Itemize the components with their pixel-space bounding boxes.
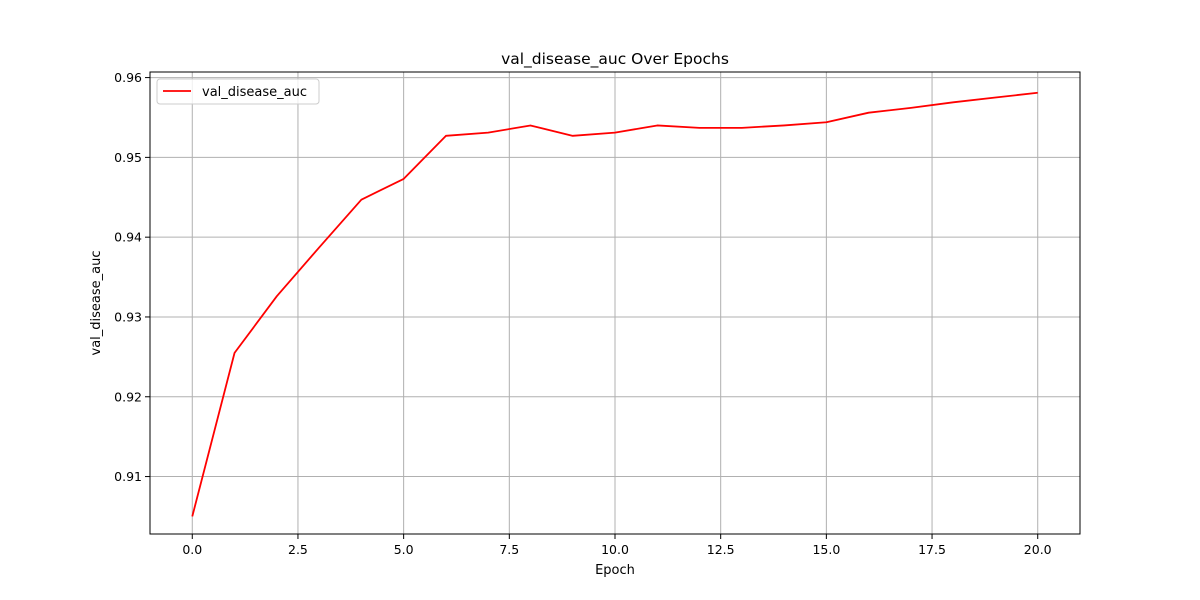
x-tick-label: 2.5 [288, 542, 308, 557]
x-tick-label: 7.5 [499, 542, 519, 557]
legend: val_disease_auc [156, 78, 320, 105]
x-axis-label: Epoch [595, 563, 635, 578]
legend-label: val_disease_auc [202, 85, 307, 100]
y-tick-label: 0.94 [114, 230, 142, 245]
chart-title: val_disease_auc Over Epochs [501, 50, 729, 69]
x-tick-label: 10.0 [601, 542, 629, 557]
x-tick-label: 20.0 [1024, 542, 1052, 557]
y-tick-label: 0.91 [114, 469, 142, 484]
x-tick-label: 0.0 [182, 542, 202, 557]
x-axis: 0.0 2.5 5.0 7.5 10.0 12.5 15.0 17.5 20.0 [182, 534, 1052, 557]
x-tick-label: 5.0 [394, 542, 414, 557]
x-tick-label: 12.5 [707, 542, 735, 557]
x-tick-label: 15.0 [812, 542, 840, 557]
y-axis: 0.91 0.92 0.93 0.94 0.95 0.96 [114, 70, 150, 484]
y-tick-label: 0.93 [114, 309, 142, 324]
y-tick-label: 0.92 [114, 389, 142, 404]
x-tick-label: 17.5 [918, 542, 946, 557]
y-tick-label: 0.95 [114, 150, 142, 165]
y-axis-label: val_disease_auc [89, 251, 104, 356]
grid [150, 72, 1080, 534]
legend-box [156, 78, 320, 105]
y-tick-label: 0.96 [114, 70, 142, 85]
series-line-val_disease_auc [191, 91, 1038, 517]
series-layer [191, 91, 1038, 517]
